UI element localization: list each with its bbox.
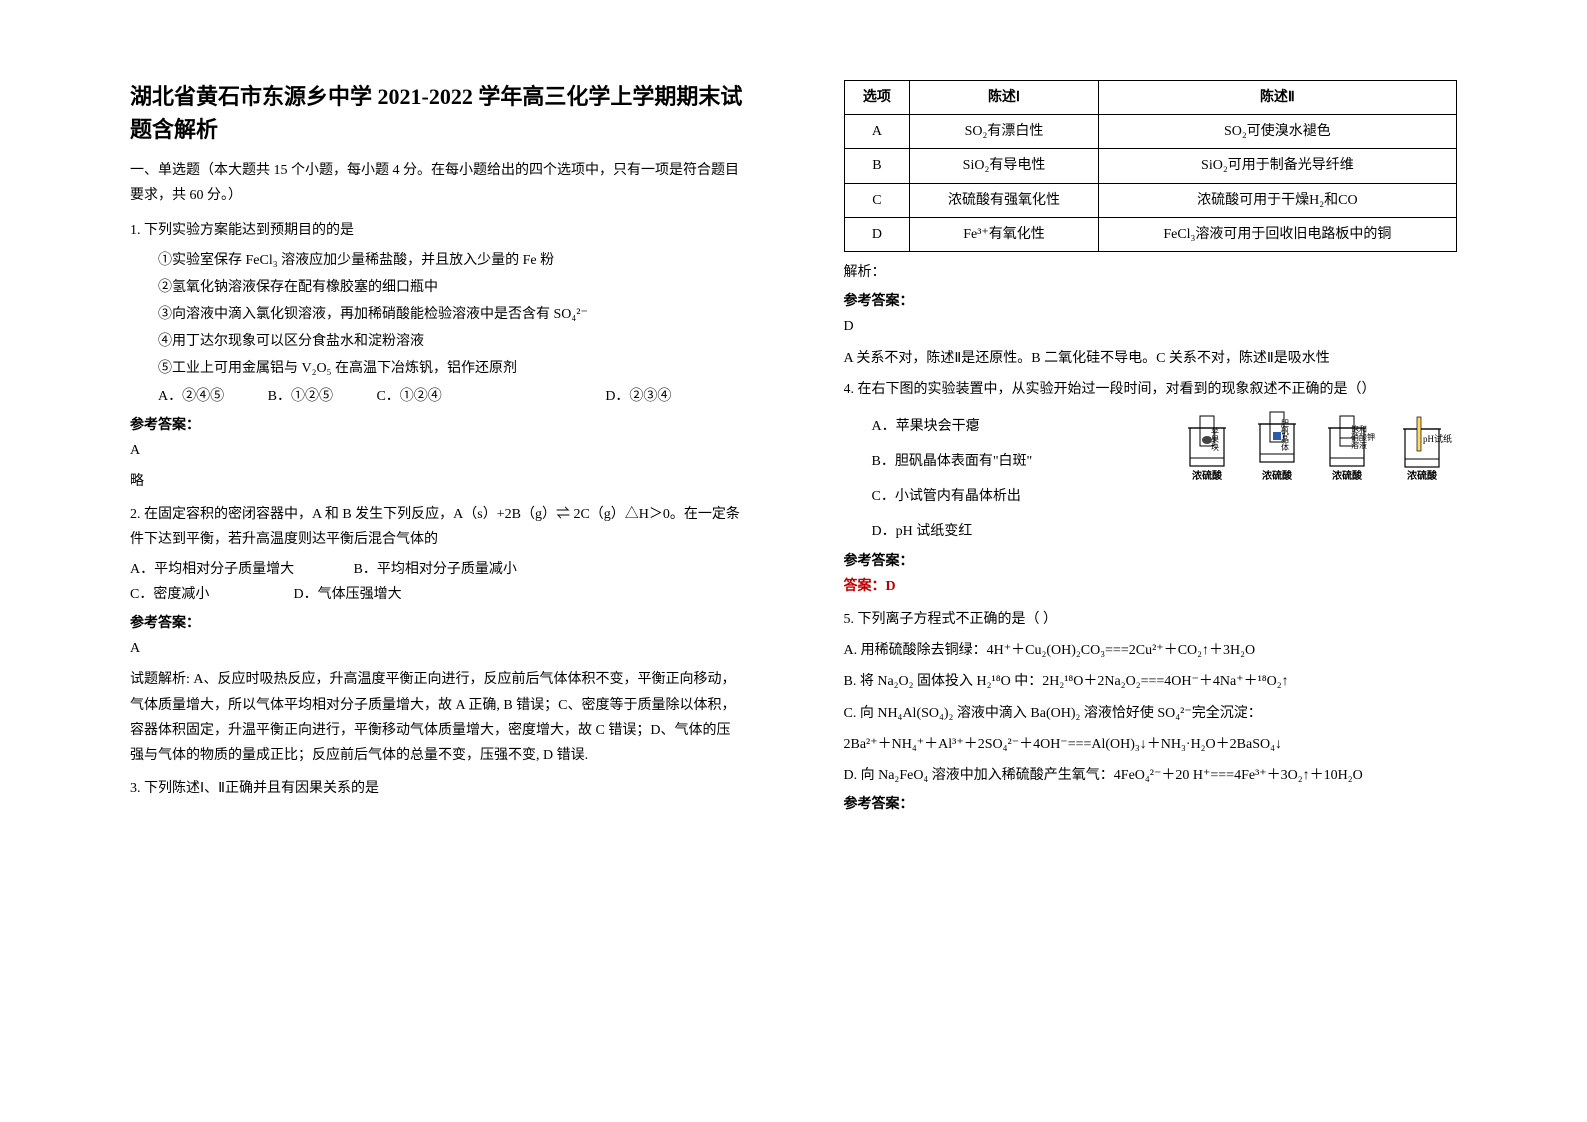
beaker2-bottom-label: 浓硫酸: [1247, 468, 1307, 486]
beaker1-bottom-label: 浓硫酸: [1177, 468, 1237, 486]
beaker3-inner-label: 饱和 硝酸钾 溶液: [1351, 426, 1411, 450]
q1-line: ①实验室保存 FeCl₃ 溶液应加少量稀盐酸，并且放入少量的 Fe 粉: [130, 248, 744, 273]
table-row: C 浓硫酸有强氧化性 浓硫酸可用于干燥H₂和CO: [844, 183, 1457, 217]
cell: SiO₂可用于制备光导纤维: [1098, 149, 1456, 183]
q4-ans-letter: D: [886, 579, 896, 594]
cell: D: [844, 217, 910, 251]
page-title: 湖北省黄石市东源乡中学 2021-2022 学年高三化学上学期期末试题含解析: [130, 80, 744, 146]
cell: SO₂有漂白性: [910, 115, 1099, 149]
table-row: B SiO₂有导电性 SiO₂可用于制备光导纤维: [844, 149, 1457, 183]
q2-explain: 试题解析: A、反应时吸热反应，升高温度平衡正向进行，反应前后气体体积不变，平衡…: [130, 667, 744, 768]
q3-explain: A 关系不对，陈述Ⅱ是还原性。B 二氧化硅不导电。C 关系不对，陈述Ⅱ是吸水性: [844, 346, 1458, 371]
cell: SO₂可使溴水褪色: [1098, 115, 1456, 149]
q4-stem: 4. 在右下图的实验装置中，从实验开始过一段时间，对看到的现象叙述不正确的是（）: [844, 377, 1458, 402]
cell: 浓硫酸有强氧化性: [910, 183, 1099, 217]
q5-stem: 5. 下列离子方程式不正确的是（ ）: [844, 607, 1458, 632]
q1-options: A．②④⑤ B．①②⑤ C．①②④ D．②③④: [130, 384, 744, 409]
q3-answer: D: [844, 314, 1458, 339]
table-row: A SO₂有漂白性 SO₂可使溴水褪色: [844, 115, 1457, 149]
cell: C: [844, 183, 910, 217]
answer-label: 参考答案：: [844, 792, 1458, 817]
ans-prefix: 答案：: [844, 579, 886, 594]
th-option: 选项: [844, 81, 910, 115]
beaker-1: 苹 果 块 浓硫酸: [1177, 410, 1237, 486]
q5-optD: D. 向 Na₂FeO₄ 溶液中加入稀硫酸产生氧气：4FeO₄²⁻＋20 H⁺=…: [844, 763, 1458, 788]
q1-optA: A．②④⑤: [158, 384, 224, 409]
answer-label: 参考答案：: [130, 611, 744, 636]
th-stmt1: 陈述Ⅰ: [910, 81, 1099, 115]
q1-line: ③向溶液中滴入氯化钡溶液，再加稀硝酸能检验溶液中是否含有 SO₄²⁻: [130, 302, 744, 327]
q1-line: ④用丁达尔现象可以区分食盐水和淀粉溶液: [130, 329, 744, 354]
section-heading: 一、单选题（本大题共 15 个小题，每小题 4 分。在每小题给出的四个选项中，只…: [130, 158, 744, 208]
question-1: 1. 下列实验方案能达到预期目的的是 ①实验室保存 FeCl₃ 溶液应加少量稀盐…: [130, 218, 744, 494]
cell: Fe³⁺有氧化性: [910, 217, 1099, 251]
beaker4-bottom-label: 浓硫酸: [1387, 468, 1457, 486]
q2-optD: D．气体压强增大: [294, 587, 402, 602]
answer-label: 参考答案：: [130, 413, 744, 438]
q2-opts-line1: A．平均相对分子质量增大 B．平均相对分子质量减小: [130, 557, 744, 582]
q1-line: ②氢氧化钠溶液保存在配有橡胶塞的细口瓶中: [130, 275, 744, 300]
q1-optB: B．①②⑤: [268, 384, 333, 409]
q5-optC: C. 向 NH₄Al(SO₄)₂ 溶液中滴入 Ba(OH)₂ 溶液恰好使 SO₄…: [844, 701, 1458, 726]
q4-optD: D．pH 试纸变红: [844, 519, 1458, 544]
q2-optC: C．密度减小: [130, 582, 290, 607]
q4-optC: C．小试管内有晶体析出: [844, 484, 1458, 509]
q5-optB: B. 将 Na₂O₂ 固体投入 H₂¹⁸O 中：2H₂¹⁸O＋2Na₂O₂===…: [844, 669, 1458, 694]
q5-optC-eq: 2Ba²⁺＋NH₄⁺＋Al³⁺＋2SO₄²⁻＋4OH⁻===Al(OH)₃↓＋N…: [844, 732, 1458, 757]
cell: A: [844, 115, 910, 149]
cell: 浓硫酸可用于干燥H₂和CO: [1098, 183, 1456, 217]
q3-stem: 3. 下列陈述Ⅰ、Ⅱ正确并且有因果关系的是: [130, 776, 744, 801]
q1-optD: D．②③④: [605, 384, 671, 409]
jiexi-label: 解析：: [844, 260, 1458, 285]
cell: SiO₂有导电性: [910, 149, 1099, 183]
q2-stem: 2. 在固定容积的密闭容器中，A 和 B 发生下列反应，A（s）+2B（g）⇌ …: [130, 502, 744, 552]
q2-opts-line2: C．密度减小 D．气体压强增大: [130, 582, 744, 607]
th-stmt2: 陈述Ⅱ: [1098, 81, 1456, 115]
table-header-row: 选项 陈述Ⅰ 陈述Ⅱ: [844, 81, 1457, 115]
q1-optC: C．①②④: [376, 384, 441, 409]
q1-stem: 1. 下列实验方案能达到预期目的的是: [130, 218, 744, 243]
q2-optB: B．平均相对分子质量减小: [354, 562, 517, 577]
beaker2-inner-label: 胆 矾 晶 体: [1281, 420, 1341, 452]
beaker3-bottom-label: 浓硫酸: [1317, 468, 1377, 486]
question-4: 4. 在右下图的实验装置中，从实验开始过一段时间，对看到的现象叙述不正确的是（）…: [844, 377, 1458, 599]
q1-explain: 略: [130, 469, 744, 494]
cell: B: [844, 149, 910, 183]
q1-line: ⑤工业上可用金属铝与 V₂O₅ 在高温下冶炼钒，铝作还原剂: [130, 356, 744, 381]
cell: FeCl₃溶液可用于回收旧电路板中的铜: [1098, 217, 1456, 251]
beaker4-side-label: pH试纸: [1423, 435, 1457, 444]
q2-optA: A．平均相对分子质量增大: [130, 557, 350, 582]
beaker1-inner-label: 苹 果 块: [1211, 428, 1271, 452]
q4-figure: 苹 果 块 浓硫酸 胆: [1177, 406, 1457, 486]
q3-table: 选项 陈述Ⅰ 陈述Ⅱ A SO₂有漂白性 SO₂可使溴水褪色 B SiO₂有导电…: [844, 80, 1458, 252]
answer-label: 参考答案：: [844, 549, 1458, 574]
question-2: 2. 在固定容积的密闭容器中，A 和 B 发生下列反应，A（s）+2B（g）⇌ …: [130, 502, 744, 768]
table-row: D Fe³⁺有氧化性 FeCl₃溶液可用于回收旧电路板中的铜: [844, 217, 1457, 251]
answer-label: 参考答案：: [844, 289, 1458, 314]
q1-answer: A: [130, 438, 744, 463]
q5-optA: A. 用稀硫酸除去铜绿：4H⁺＋Cu₂(OH)₂CO₃===2Cu²⁺＋CO₂↑…: [844, 638, 1458, 663]
q4-answer: 答案：D: [844, 574, 1458, 599]
q2-answer: A: [130, 636, 744, 661]
question-5: 5. 下列离子方程式不正确的是（ ） A. 用稀硫酸除去铜绿：4H⁺＋Cu₂(O…: [844, 607, 1458, 817]
